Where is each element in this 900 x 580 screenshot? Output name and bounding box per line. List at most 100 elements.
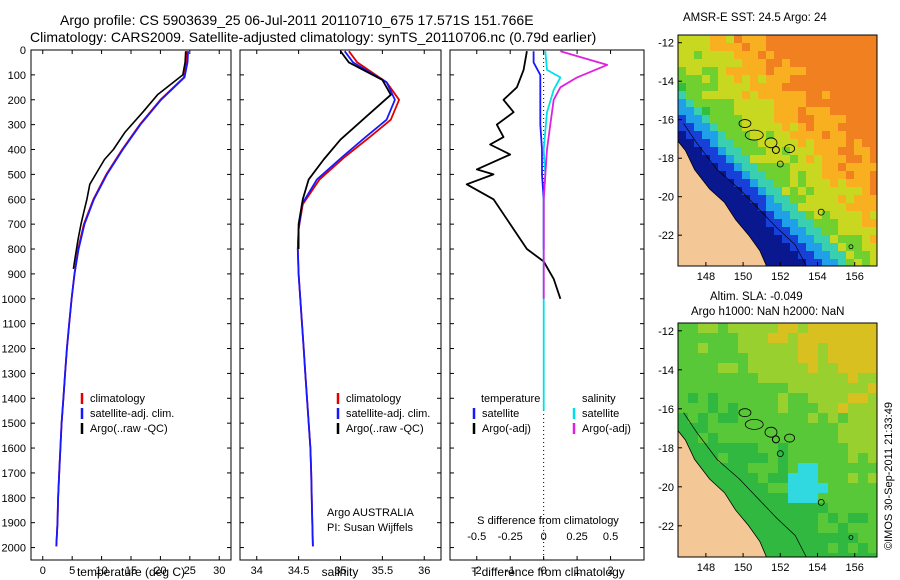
sst-cell [822, 147, 831, 156]
figure-title-line2: Climatology: CARS2009. Satellite-adjuste… [30, 29, 597, 45]
sla-cell [828, 413, 839, 424]
sst-cell [854, 187, 863, 196]
sla-cell [828, 373, 839, 384]
sst-cell [822, 91, 831, 100]
sst-cell [678, 131, 687, 140]
sst-cell [854, 235, 863, 244]
sla-cell [728, 413, 739, 424]
sst-cell [814, 211, 823, 220]
sst-cell [870, 243, 877, 252]
sst-cell [862, 43, 871, 52]
sla-cell [818, 403, 829, 414]
sst-cell [694, 139, 703, 148]
s-diff-axis-label: S difference from climatology [477, 515, 619, 527]
sla-cell [848, 363, 859, 374]
sla-cell [758, 523, 769, 534]
sla-reef-island [848, 535, 854, 540]
sla-cell [818, 413, 829, 424]
sla-cell [738, 373, 749, 384]
sst-cell [766, 107, 775, 116]
sst-contour [683, 123, 807, 266]
sla-cell [758, 343, 769, 354]
sla-cell [688, 413, 699, 424]
sst-cell [782, 131, 791, 140]
sla-cell [768, 363, 779, 374]
sst-cell [798, 227, 807, 236]
sla-cell [678, 383, 689, 394]
sst-cell [774, 51, 783, 60]
sst-cell [790, 67, 799, 76]
sst-cell [830, 99, 839, 108]
sst-cell [862, 99, 871, 108]
sst-cell [774, 251, 783, 260]
sst-cell [798, 35, 807, 44]
sla-cell [828, 333, 839, 344]
sla-cell [808, 433, 819, 444]
sst-cell [766, 195, 775, 204]
figure-title-line1: Argo profile: CS 5903639_25 06-Jul-2011 … [60, 12, 534, 28]
sst-cell [846, 171, 855, 180]
sla-cell [698, 323, 709, 334]
sst-cell [798, 259, 807, 266]
sla-cell [738, 403, 749, 414]
sst-cell [806, 91, 815, 100]
sst-cell [678, 139, 687, 148]
sla-cell [758, 493, 769, 504]
sst-cell [702, 91, 711, 100]
s-tick-label: 0.5 [603, 531, 618, 543]
sst-cell [846, 35, 855, 44]
sst-cell [862, 131, 871, 140]
sla-cell [758, 463, 769, 474]
sst-cell [870, 187, 877, 196]
y-tick-label: 1800 [2, 493, 26, 505]
map-x-tick-label: 150 [734, 562, 752, 574]
sla-cell [818, 363, 829, 374]
sst-cell [862, 51, 871, 60]
sst-cell [838, 187, 847, 196]
sst-cell [742, 171, 751, 180]
sla-cell [858, 483, 869, 494]
sla-cell [858, 343, 869, 354]
sla-cell [678, 413, 689, 424]
sst-cell [822, 211, 831, 220]
sla-cell [818, 353, 829, 364]
sla-cell [858, 493, 869, 504]
sst-argo-marker [771, 145, 780, 154]
sla-cell [718, 473, 729, 484]
y-tick-label: 900 [8, 269, 26, 281]
sla-cell [738, 323, 749, 334]
sst-cell [710, 131, 719, 140]
sst-cell [846, 203, 855, 212]
sla-cell [828, 473, 839, 484]
sst-cell [790, 179, 799, 188]
sst-cell [798, 179, 807, 188]
sst-cell [806, 259, 815, 266]
sst-cell [870, 131, 877, 140]
sst-cell [726, 147, 735, 156]
sst-cell [814, 59, 823, 68]
sst-cell [846, 43, 855, 52]
sla-cell [848, 383, 859, 394]
sst-cell [718, 195, 727, 204]
sst-cell [758, 131, 767, 140]
sst-cell [846, 219, 855, 228]
sst-cell [838, 115, 847, 124]
sst-cell [782, 179, 791, 188]
sla-cell [808, 413, 819, 424]
sst-cell [678, 123, 687, 132]
x-tick-label: 34 [251, 565, 263, 577]
sla-cell [728, 393, 739, 404]
legend-header-salinity: salinity [582, 393, 616, 405]
sla-cell [708, 443, 719, 454]
sst-reef-island [738, 119, 752, 128]
sst-cell [854, 219, 863, 228]
sst-cell [862, 179, 871, 188]
sla-cell [748, 343, 759, 354]
sst-cell [734, 83, 743, 92]
sla-cell [788, 503, 799, 514]
sla-cell [828, 543, 839, 554]
sla-cell [748, 433, 759, 444]
sst-cell [750, 139, 759, 148]
sla-map-field [678, 323, 877, 557]
sla-cell [778, 533, 789, 544]
